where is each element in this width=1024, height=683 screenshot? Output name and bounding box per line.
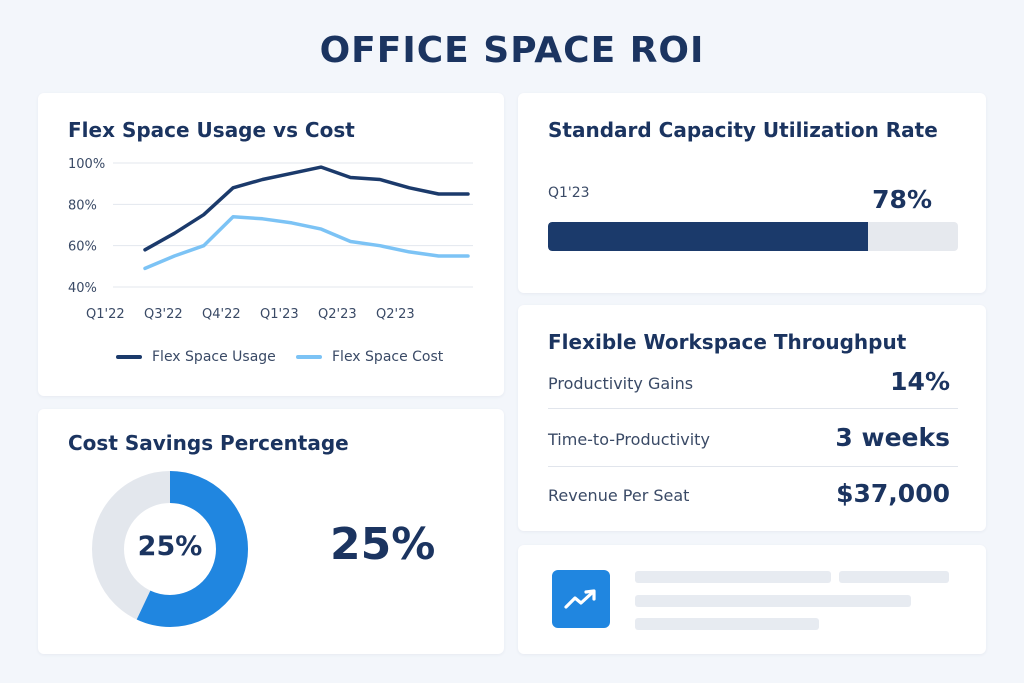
placeholder-line [635, 571, 831, 583]
legend-usage-label: Flex Space Usage [152, 349, 276, 365]
placeholder-line [635, 595, 911, 607]
metric-label: Productivity Gains [548, 374, 694, 393]
utilization-period: Q1'23 [548, 185, 590, 201]
metric-label: Revenue Per Seat [548, 486, 690, 505]
y-tick-label: 100% [68, 157, 105, 172]
cost-line [143, 214, 470, 271]
donut-savings-slice [92, 471, 248, 627]
donut-center-label: 25% [137, 531, 203, 562]
y-tick-label: 40% [68, 281, 97, 296]
throughput-title: Flexible Workspace Throughput [548, 330, 907, 354]
utilization-card: Standard Capacity Utilization Rate Q1'23… [518, 93, 986, 293]
page-title: OFFICE SPACE ROI [319, 30, 705, 71]
placeholder-line [635, 618, 819, 630]
utilization-value: 78% [872, 185, 932, 214]
x-tick-label: Q2'23 [318, 307, 357, 322]
donut-chart: 25% [90, 469, 250, 629]
placeholder-line [839, 571, 949, 583]
metric-value: 14% [890, 367, 950, 396]
metric-label: Time-to-Productivity [548, 430, 710, 449]
cost-savings-value: 25% [330, 519, 436, 570]
x-tick-label: Q1'22 [86, 307, 125, 322]
legend-cost-swatch [296, 355, 322, 359]
metric-value: $37,000 [836, 479, 950, 508]
utilization-title: Standard Capacity Utilization Rate [548, 118, 938, 142]
x-tick-label: Q1'23 [260, 307, 299, 322]
y-tick-label: 80% [68, 198, 97, 213]
cost-savings-title: Cost Savings Percentage [68, 431, 349, 455]
cost-savings-card: Cost Savings Percentage 25% 25% [38, 409, 504, 654]
metric-row-productivity: Productivity Gains 14% [548, 367, 958, 423]
x-tick-label: Q2'23 [376, 307, 415, 322]
metric-divider [548, 466, 958, 467]
metric-row-revenue: Revenue Per Seat $37,000 [548, 479, 958, 535]
legend-cost: Flex Space Cost [296, 349, 443, 365]
legend-cost-label: Flex Space Cost [332, 349, 444, 365]
x-tick-label: Q4'22 [202, 307, 241, 322]
trending-up-icon [552, 570, 610, 628]
usage-line [143, 165, 470, 252]
legend-usage-swatch [116, 355, 142, 359]
metric-divider [548, 408, 958, 409]
line-chart-card: Flex Space Usage vs Cost 100% 80% 60% 40% Q1… [38, 93, 504, 396]
y-tick-label: 60% [68, 240, 97, 255]
line-chart-title: Flex Space Usage vs Cost [68, 118, 355, 142]
donut-svg [92, 471, 248, 627]
utilization-progress-track [548, 222, 958, 251]
throughput-card: Flexible Workspace Throughput Productivi… [518, 305, 986, 531]
chart-legend: Flex Space Usage Flex Space Cost [116, 349, 456, 371]
legend-usage: Flex Space Usage [116, 349, 276, 365]
placeholder-card [518, 545, 986, 654]
x-tick-label: Q3'22 [144, 307, 183, 322]
utilization-progress-fill [548, 222, 868, 251]
line-chart: 100% 80% 60% 40% Q1'22 Q3'22 Q4'22 Q1'23 Q2'23 Q2… [68, 157, 473, 322]
metric-row-time: Time-to-Productivity 3 weeks [548, 423, 958, 479]
metric-value: 3 weeks [835, 423, 950, 452]
